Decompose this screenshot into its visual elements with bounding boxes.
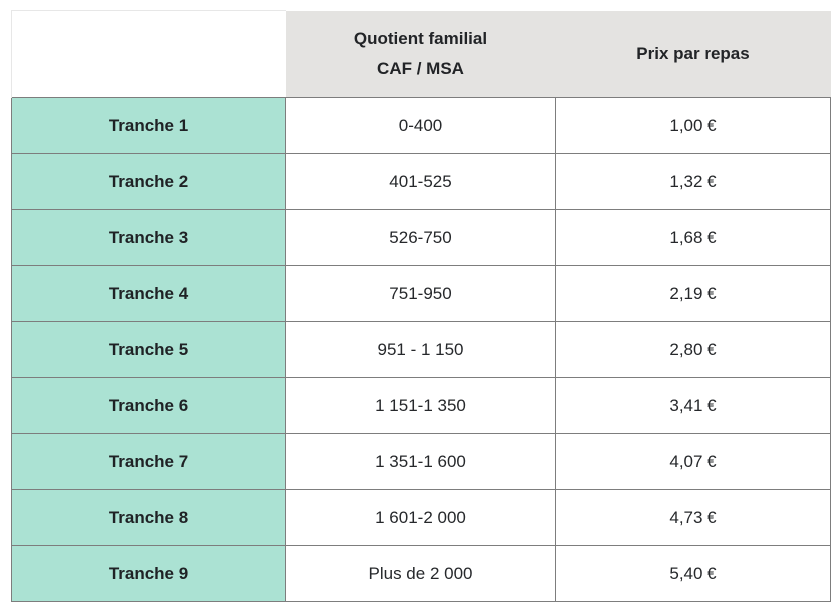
quotient-value: 751-950	[285, 265, 556, 322]
tranche-label: Tranche 7	[11, 433, 286, 490]
tranche-label: Tranche 6	[11, 377, 286, 434]
header-cell-empty	[11, 10, 286, 98]
tranche-label: Tranche 3	[11, 209, 286, 266]
tranche-label: Tranche 5	[11, 321, 286, 378]
quotient-value: 951 - 1 150	[285, 321, 556, 378]
quotient-value: 401-525	[285, 153, 556, 210]
prix-value: 1,00 €	[555, 97, 831, 154]
table-row: Tranche 9 Plus de 2 000 5,40 €	[11, 545, 831, 602]
quotient-value: 1 351-1 600	[285, 433, 556, 490]
table-row: Tranche 5 951 - 1 150 2,80 €	[11, 321, 831, 378]
table-row: Tranche 4 751-950 2,19 €	[11, 265, 831, 322]
prix-value: 5,40 €	[555, 545, 831, 602]
prix-value: 2,80 €	[555, 321, 831, 378]
header-cell-prix: Prix par repas	[555, 10, 831, 98]
quotient-value: 1 151-1 350	[285, 377, 556, 434]
prix-value: 1,68 €	[555, 209, 831, 266]
table-row: Tranche 1 0-400 1,00 €	[11, 97, 831, 154]
tranche-label: Tranche 2	[11, 153, 286, 210]
tranche-label: Tranche 8	[11, 489, 286, 546]
table-row: Tranche 6 1 151-1 350 3,41 €	[11, 377, 831, 434]
prix-value: 4,73 €	[555, 489, 831, 546]
header-row: Quotient familial CAF / MSA Prix par rep…	[11, 10, 831, 98]
table-row: Tranche 2 401-525 1,32 €	[11, 153, 831, 210]
prix-value: 3,41 €	[555, 377, 831, 434]
table-row: Tranche 7 1 351-1 600 4,07 €	[11, 433, 831, 490]
pricing-table: Quotient familial CAF / MSA Prix par rep…	[11, 10, 831, 602]
quotient-value: 0-400	[285, 97, 556, 154]
header-quotient-line1: Quotient familial	[353, 29, 488, 48]
tranche-label: Tranche 4	[11, 265, 286, 322]
header-cell-quotient: Quotient familial CAF / MSA	[285, 10, 556, 98]
prix-value: 2,19 €	[555, 265, 831, 322]
prix-value: 1,32 €	[555, 153, 831, 210]
table-row: Tranche 8 1 601-2 000 4,73 €	[11, 489, 831, 546]
prix-value: 4,07 €	[555, 433, 831, 490]
tranche-label: Tranche 9	[11, 545, 286, 602]
tranche-label: Tranche 1	[11, 97, 286, 154]
quotient-value: Plus de 2 000	[285, 545, 556, 602]
quotient-value: 1 601-2 000	[285, 489, 556, 546]
header-quotient-line2: CAF / MSA	[377, 58, 464, 78]
quotient-value: 526-750	[285, 209, 556, 266]
table-row: Tranche 3 526-750 1,68 €	[11, 209, 831, 266]
